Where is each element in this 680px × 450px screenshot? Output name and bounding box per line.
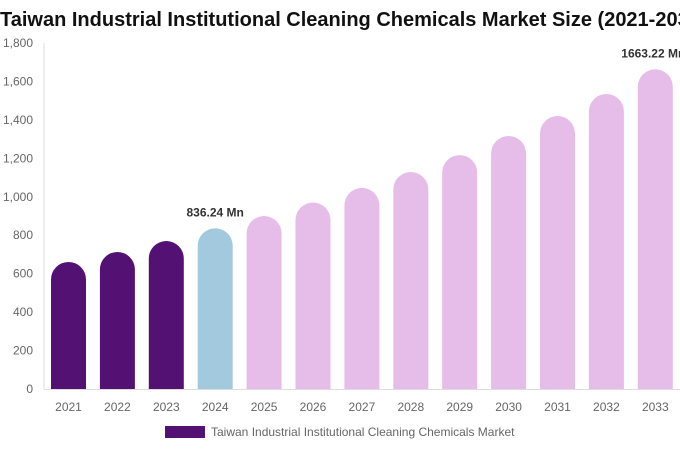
x-tick-label: 2031	[544, 400, 571, 414]
y-tick-label: 1,400	[3, 113, 33, 127]
bar-2027	[344, 187, 380, 389]
bar-2021	[51, 261, 86, 389]
chart-title: Taiwan Industrial Institutional Cleaning…	[0, 9, 680, 31]
x-tick-label: 2021	[55, 400, 82, 414]
bar-2026	[295, 202, 331, 389]
x-tick-label: 2032	[593, 400, 620, 414]
bar-2024	[197, 228, 233, 389]
y-tick-label: 1,600	[3, 74, 33, 88]
x-tick-label: 2022	[104, 400, 131, 414]
y-tick-label: 800	[13, 228, 33, 242]
x-tick-label: 2030	[495, 400, 522, 414]
x-tick-label: 2026	[300, 400, 327, 414]
legend-swatch	[165, 426, 205, 438]
bar-2028	[393, 171, 429, 389]
y-tick-label: 1,200	[3, 151, 33, 165]
data-label-2033: 1663.22 Mn	[621, 46, 680, 60]
x-tick-label: 2025	[251, 400, 278, 414]
bar-2030	[491, 136, 527, 389]
x-tick-label: 2033	[642, 400, 669, 414]
y-tick-label: 600	[13, 267, 33, 281]
bar-2022	[99, 251, 135, 389]
bar-2031	[540, 116, 575, 389]
x-tick-label: 2024	[202, 400, 229, 414]
y-tick-label: 0	[26, 382, 33, 396]
x-tick-label: 2023	[153, 400, 180, 414]
legend: Taiwan Industrial Institutional Cleaning…	[165, 425, 514, 439]
x-tick-label: 2028	[397, 400, 424, 414]
x-tick-label: 2027	[349, 400, 376, 414]
bar-2032	[588, 93, 624, 389]
data-label-2024: 836.24 Mn	[187, 205, 244, 219]
bar-2025	[246, 216, 282, 389]
bar-2033	[637, 69, 673, 389]
x-tick-label: 2029	[446, 400, 473, 414]
legend-label: Taiwan Industrial Institutional Cleaning…	[211, 425, 515, 439]
y-tick-label: 400	[13, 305, 33, 319]
y-tick-label: 1,000	[3, 190, 33, 204]
bar-2023	[148, 240, 184, 389]
y-tick-label: 200	[13, 344, 33, 358]
y-tick-label: 1,800	[3, 36, 33, 50]
bar-2029	[442, 155, 478, 389]
